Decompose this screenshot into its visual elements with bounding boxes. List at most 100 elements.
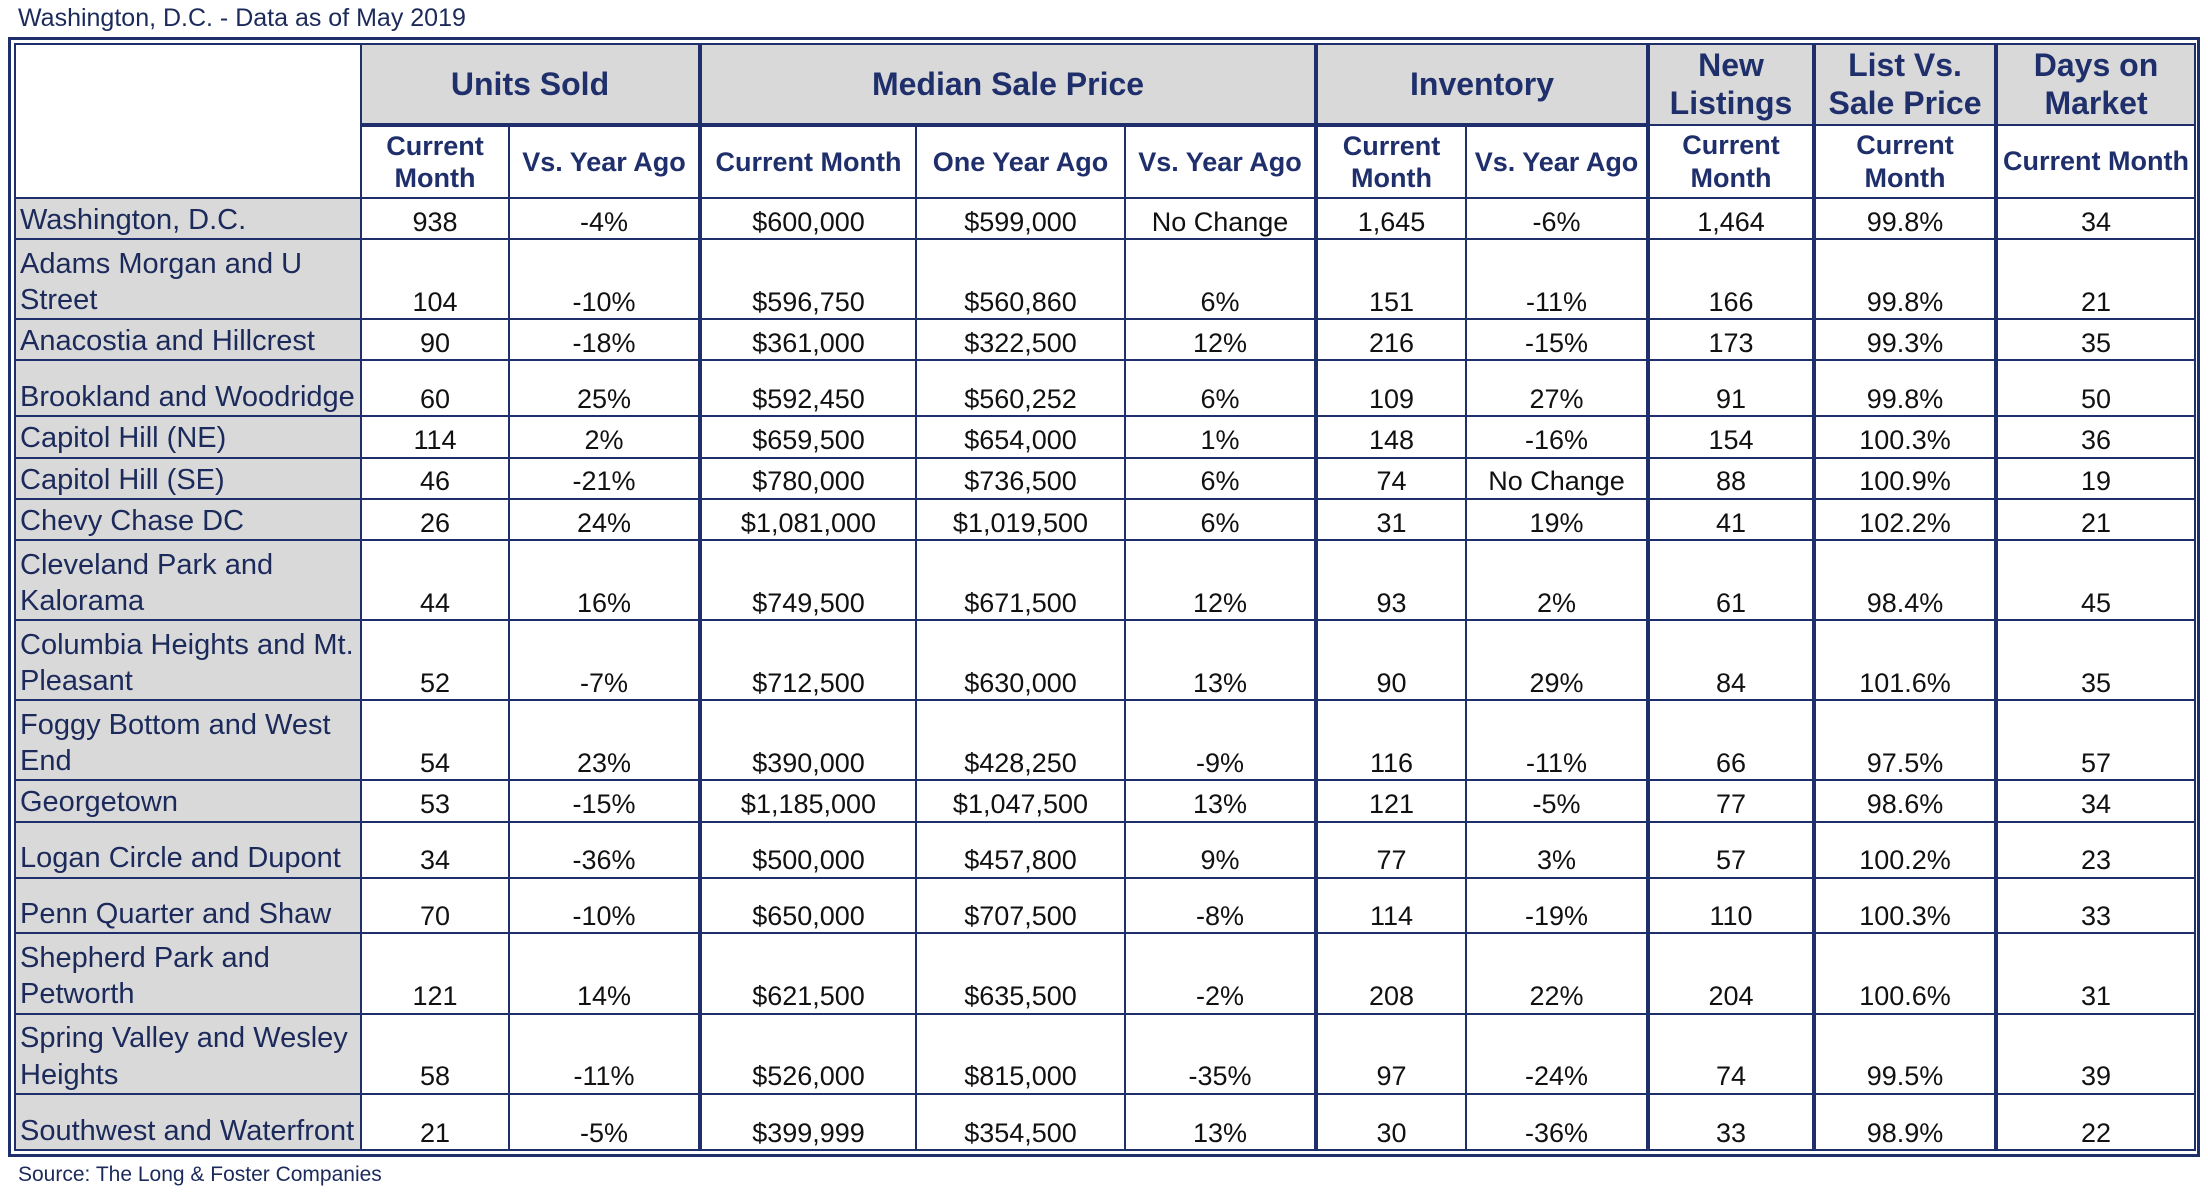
table-cell: 204 (1646, 932, 1816, 1015)
row-label: Anacostia and Hillcrest (14, 318, 362, 362)
page-title: Washington, D.C. - Data as of May 2019 (18, 4, 466, 32)
table-cell: $600,000 (698, 196, 917, 241)
table-cell: 102.2% (1812, 497, 1998, 541)
table-cell: 121 (360, 932, 510, 1015)
table-cell: $560,860 (915, 238, 1126, 321)
table-cell: 66 (1646, 699, 1816, 782)
table-cell: -2% (1123, 932, 1318, 1015)
table-cell: $599,000 (915, 196, 1126, 241)
table-cell: 114 (1314, 876, 1468, 935)
table-cell: -10% (508, 238, 701, 321)
table-row: Washington, D.C. 938 -4% $600,000 $599,000 No… (14, 196, 2197, 241)
table-cell: $596,750 (698, 238, 917, 321)
table-cell: 57 (1994, 699, 2197, 782)
table-cell: 46 (360, 456, 510, 500)
table-cell: 39 (1994, 1012, 2197, 1095)
table-cell: 100.6% (1812, 932, 1998, 1015)
table-row: Chevy Chase DC 26 24% $1,081,000 $1,019,500 6… (14, 497, 2197, 541)
table-cell: 52 (360, 619, 510, 702)
table-cell: 53 (360, 779, 510, 823)
table-cell: 58 (360, 1012, 510, 1095)
table-cell: 90 (1314, 619, 1468, 702)
table-cell: $390,000 (698, 699, 917, 782)
table-cell: No Change (1465, 456, 1650, 500)
table-cell: 88 (1646, 456, 1816, 500)
table-cell: 114 (360, 415, 510, 459)
row-label: Shepherd Park and Petworth (14, 932, 362, 1015)
table-cell: 33 (1646, 1092, 1816, 1152)
table-cell: $457,800 (915, 820, 1126, 879)
table-cell: 35 (1994, 318, 2197, 362)
source-note: Source: The Long & Foster Companies (18, 1163, 382, 1186)
table-cell: 19% (1465, 497, 1650, 541)
table-cell: $1,019,500 (915, 497, 1126, 541)
table-cell: $630,000 (915, 619, 1126, 702)
table-cell: -16% (1465, 415, 1650, 459)
table-cell: -6% (1465, 196, 1650, 241)
row-label: Spring Valley and Wesley Heights (14, 1012, 362, 1095)
table-cell: 6% (1123, 238, 1318, 321)
table-cell: $526,000 (698, 1012, 917, 1095)
table-cell: 77 (1314, 820, 1468, 879)
table-cell: 61 (1646, 538, 1816, 622)
column-header: Current Month (1812, 124, 1998, 199)
table-cell: 16% (508, 538, 701, 622)
table-cell: 99.8% (1812, 196, 1998, 241)
column-header: Current Month (1646, 124, 1816, 199)
table-cell: 60 (360, 359, 510, 418)
group-header-new-listings: New Listings (1646, 43, 1816, 126)
table-cell: 70 (360, 876, 510, 935)
table-cell: 173 (1646, 318, 1816, 362)
column-header: Vs. Year Ago (1123, 124, 1318, 199)
table-cell: -36% (508, 820, 701, 879)
column-header: One Year Ago (915, 124, 1126, 199)
table-cell: -11% (1465, 699, 1650, 782)
table-cell: 36 (1994, 415, 2197, 459)
table-cell: 22 (1994, 1092, 2197, 1152)
table-cell: 19 (1994, 456, 2197, 500)
table-row: Georgetown 53 -15% $1,185,000 $1,047,500 13% 1… (14, 779, 2197, 823)
corner-cell (14, 43, 362, 199)
table-cell: $1,047,500 (915, 779, 1126, 823)
table-cell: 13% (1123, 779, 1318, 823)
table-cell: 33 (1994, 876, 2197, 935)
table-cell: 30 (1314, 1092, 1468, 1152)
table-cell: 97.5% (1812, 699, 1998, 782)
table-cell: 23% (508, 699, 701, 782)
table-cell: -11% (1465, 238, 1650, 321)
row-label: Adams Morgan and U Street (14, 238, 362, 321)
row-label: Penn Quarter and Shaw (14, 876, 362, 935)
table-cell: $500,000 (698, 820, 917, 879)
table-cell: $635,500 (915, 932, 1126, 1015)
table-cell: $650,000 (698, 876, 917, 935)
table-cell: 74 (1314, 456, 1468, 500)
table-cell: 2% (508, 415, 701, 459)
table-cell: -4% (508, 196, 701, 241)
market-data-table: Units Sold Median Sale Price Inventory N… (14, 43, 2197, 1152)
table-cell: 13% (1123, 619, 1318, 702)
table-cell: 99.3% (1812, 318, 1998, 362)
table-cell: 14% (508, 932, 701, 1015)
table-cell: 54 (360, 699, 510, 782)
table-cell: -8% (1123, 876, 1318, 935)
table-cell: -9% (1123, 699, 1318, 782)
table-cell: 1% (1123, 415, 1318, 459)
table-cell: 110 (1646, 876, 1816, 935)
table-cell: 29% (1465, 619, 1650, 702)
table-row: Adams Morgan and U Street 104 -10% $596,750… (14, 238, 2197, 321)
row-label: Chevy Chase DC (14, 497, 362, 541)
column-header: Current Month (1994, 124, 2197, 199)
row-label: Southwest and Waterfront (14, 1092, 362, 1152)
table-cell: 57 (1646, 820, 1816, 879)
table-cell: $749,500 (698, 538, 917, 622)
table-cell: $354,500 (915, 1092, 1126, 1152)
table-row: Penn Quarter and Shaw 70 -10% $650,000 $707,… (14, 876, 2197, 935)
table-cell: No Change (1123, 196, 1318, 241)
table-row: Columbia Heights and Mt. Pleasant 52 -7% $7… (14, 619, 2197, 702)
table-cell: $399,999 (698, 1092, 917, 1152)
row-label: Georgetown (14, 779, 362, 823)
group-header-inventory: Inventory (1314, 43, 1650, 127)
row-label: Brookland and Woodridge (14, 359, 362, 418)
row-label: Logan Circle and Dupont (14, 820, 362, 879)
table-row: Capitol Hill (SE) 46 -21% $780,000 $736,500 6… (14, 456, 2197, 500)
